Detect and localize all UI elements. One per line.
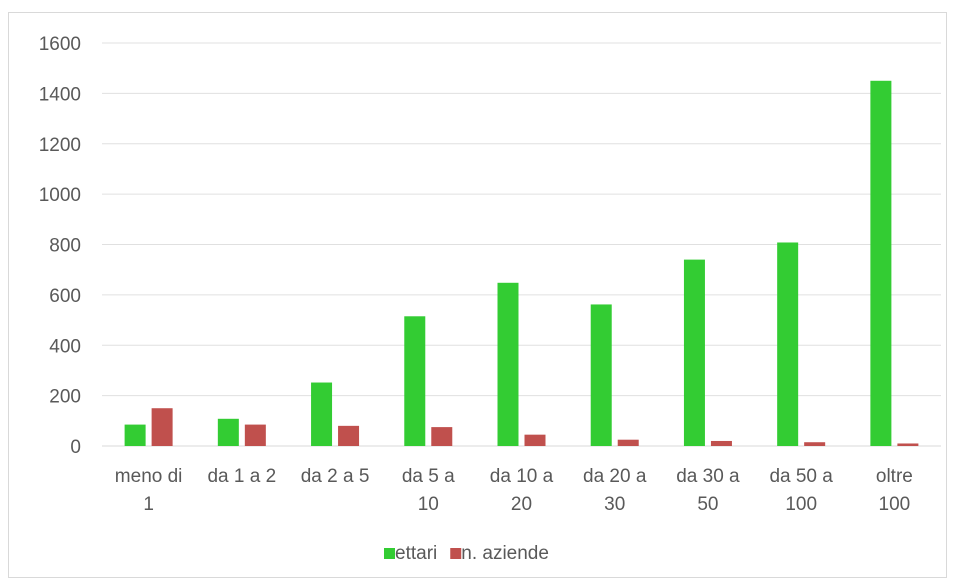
bar-ettari: [124, 424, 146, 446]
y-tick-label: 600: [49, 286, 81, 307]
bar-n-aziende: [804, 442, 826, 446]
x-tick-label: da 10 a: [490, 466, 554, 487]
bars: [124, 80, 919, 446]
y-tick-label: 1400: [39, 84, 81, 105]
bar-n-aziende: [710, 440, 732, 446]
gridlines: [102, 42, 941, 447]
x-tick-label: meno di: [115, 466, 183, 487]
legend-swatch: [450, 548, 462, 559]
bar-ettari: [590, 304, 612, 446]
y-tick-label: 400: [49, 336, 81, 357]
legend-swatch: [384, 548, 395, 559]
x-axis-ticks: meno di 1 da 1 a 2 da 2 a 5 da 5 a 10 da 10 a 2…: [115, 466, 913, 515]
x-tick-label: da 20 a: [583, 466, 647, 487]
bar-ettari: [777, 242, 799, 446]
legend-label: ettari: [395, 543, 437, 564]
x-tick-label: da 2 a 5: [301, 466, 370, 487]
x-tick-label: 10: [418, 494, 439, 515]
bar-ettari: [217, 418, 239, 446]
x-tick-label: da 5 a: [402, 466, 455, 487]
chart-frame: 0 200 400 600 800 1000 1200 1400 1600 meno di 1 da…: [8, 12, 947, 578]
y-tick-label: 200: [49, 387, 81, 408]
bar-n-aziende: [897, 443, 919, 446]
x-tick-label: 100: [879, 494, 911, 515]
x-tick-label: da 30 a: [676, 466, 740, 487]
x-tick-label: 50: [697, 494, 718, 515]
bar-n-aziende: [431, 427, 453, 446]
x-tick-label: 30: [604, 494, 625, 515]
y-axis-ticks: 0 200 400 600 800 1000 1200 1400 1600: [39, 34, 81, 458]
y-tick-label: 800: [49, 236, 81, 257]
x-tick-label: 20: [511, 494, 532, 515]
legend: ettari n. aziende: [384, 543, 549, 564]
bar-n-aziende: [151, 408, 173, 446]
y-tick-label: 1200: [39, 135, 81, 156]
bar-ettari: [683, 259, 705, 446]
bar-ettari: [404, 316, 426, 446]
y-tick-label: 1600: [39, 34, 81, 55]
x-tick-label: 1: [143, 494, 154, 515]
bar-ettari: [497, 282, 519, 446]
legend-label: n. aziende: [461, 543, 549, 564]
bar-n-aziende: [244, 424, 266, 446]
y-tick-label: 0: [70, 437, 81, 458]
bar-chart: 0 200 400 600 800 1000 1200 1400 1600 meno di 1 da…: [39, 34, 941, 564]
x-tick-label: da 1 a 2: [207, 466, 276, 487]
bar-ettari: [870, 80, 892, 446]
y-tick-label: 1000: [39, 185, 81, 206]
bar-n-aziende: [617, 439, 639, 446]
bar-ettari: [311, 382, 333, 446]
x-tick-label: oltre: [876, 466, 913, 487]
x-tick-label: da 50 a: [769, 466, 833, 487]
bar-n-aziende: [524, 434, 546, 446]
x-tick-label: 100: [785, 494, 817, 515]
bar-n-aziende: [338, 425, 360, 446]
